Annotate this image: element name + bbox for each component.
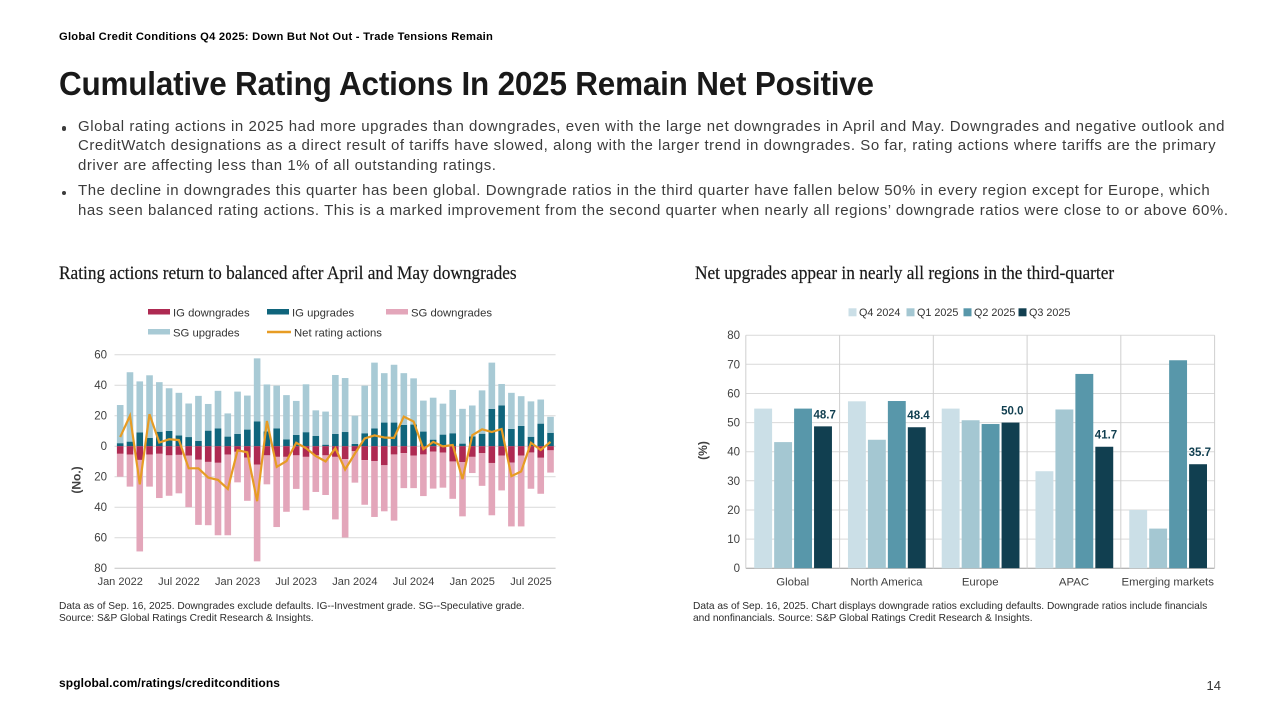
svg-text:80: 80 [94, 563, 107, 575]
svg-text:Jul 2023: Jul 2023 [275, 576, 317, 588]
svg-text:North America: North America [850, 577, 923, 589]
svg-text:48.4: 48.4 [907, 410, 930, 422]
svg-text:Q1 2025: Q1 2025 [917, 307, 958, 319]
svg-text:0: 0 [734, 563, 740, 575]
svg-text:Q3 2025: Q3 2025 [1029, 307, 1070, 319]
svg-text:IG upgrades: IG upgrades [292, 308, 355, 320]
svg-text:48.7: 48.7 [814, 409, 836, 421]
svg-text:40: 40 [727, 447, 740, 459]
svg-text:Jul 2022: Jul 2022 [158, 576, 200, 588]
svg-text:20: 20 [727, 505, 740, 517]
svg-text:80: 80 [727, 330, 740, 342]
svg-text:Q2 2025: Q2 2025 [974, 307, 1015, 319]
svg-text:(%): (%) [696, 441, 710, 460]
svg-text:60: 60 [94, 350, 107, 362]
svg-text:35.7: 35.7 [1189, 447, 1211, 459]
svg-text:41.7: 41.7 [1095, 430, 1117, 442]
svg-text:Europe: Europe [962, 577, 999, 589]
svg-text:50.0: 50.0 [1001, 406, 1023, 418]
svg-text:Jul 2024: Jul 2024 [393, 576, 435, 588]
svg-text:APAC: APAC [1059, 577, 1089, 589]
svg-text:50: 50 [727, 418, 740, 430]
svg-text:SG downgrades: SG downgrades [411, 308, 492, 320]
svg-text:Jan 2022: Jan 2022 [98, 576, 143, 588]
svg-text:(No.): (No.) [70, 466, 84, 493]
svg-text:Emerging markets: Emerging markets [1121, 577, 1214, 589]
svg-text:40: 40 [94, 380, 107, 392]
svg-text:Jan 2025: Jan 2025 [450, 576, 495, 588]
svg-text:Net rating actions: Net rating actions [294, 328, 382, 340]
svg-text:40: 40 [94, 502, 107, 514]
svg-text:20: 20 [94, 472, 107, 484]
svg-text:Jul 2025: Jul 2025 [510, 576, 552, 588]
svg-text:Q4 2024: Q4 2024 [859, 307, 900, 319]
svg-text:SG upgrades: SG upgrades [173, 328, 240, 340]
svg-text:10: 10 [727, 534, 740, 546]
svg-text:Global: Global [776, 577, 809, 589]
svg-text:Jan 2024: Jan 2024 [332, 576, 377, 588]
svg-text:70: 70 [727, 359, 740, 371]
svg-text:60: 60 [727, 389, 740, 401]
svg-text:Jan 2023: Jan 2023 [215, 576, 260, 588]
svg-text:60: 60 [94, 533, 107, 545]
svg-text:IG downgrades: IG downgrades [173, 308, 250, 320]
svg-text:0: 0 [101, 441, 107, 453]
svg-text:30: 30 [727, 476, 740, 488]
svg-text:20: 20 [94, 411, 107, 423]
